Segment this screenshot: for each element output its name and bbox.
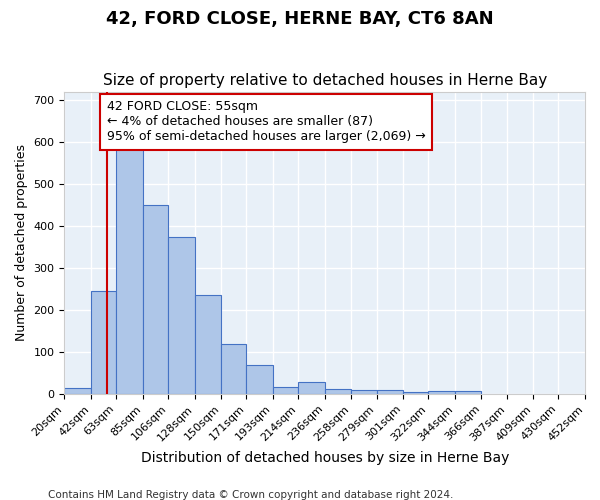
Bar (168, 236, 194, 394)
Bar (325, 389, 351, 394)
Text: 42 FORD CLOSE: 55sqm
← 4% of detached houses are smaller (87)
95% of semi-detach: 42 FORD CLOSE: 55sqm ← 4% of detached ho… (107, 100, 425, 144)
Bar (351, 390, 377, 394)
Bar (298, 382, 325, 394)
Bar (377, 390, 403, 394)
Bar (194, 296, 221, 394)
Bar (455, 391, 481, 394)
X-axis label: Distribution of detached houses by size in Herne Bay: Distribution of detached houses by size … (140, 451, 509, 465)
Bar (247, 366, 273, 394)
Bar (273, 387, 298, 394)
Bar (91, 291, 116, 394)
Bar (221, 344, 247, 394)
Y-axis label: Number of detached properties: Number of detached properties (15, 144, 28, 342)
Bar (116, 148, 143, 394)
Title: Size of property relative to detached houses in Herne Bay: Size of property relative to detached ho… (103, 73, 547, 88)
Bar (64, 388, 91, 394)
Text: 42, FORD CLOSE, HERNE BAY, CT6 8AN: 42, FORD CLOSE, HERNE BAY, CT6 8AN (106, 10, 494, 28)
Bar (143, 205, 168, 394)
Bar (403, 392, 428, 394)
Text: Contains HM Land Registry data © Crown copyright and database right 2024.: Contains HM Land Registry data © Crown c… (48, 490, 454, 500)
Bar (428, 390, 455, 394)
